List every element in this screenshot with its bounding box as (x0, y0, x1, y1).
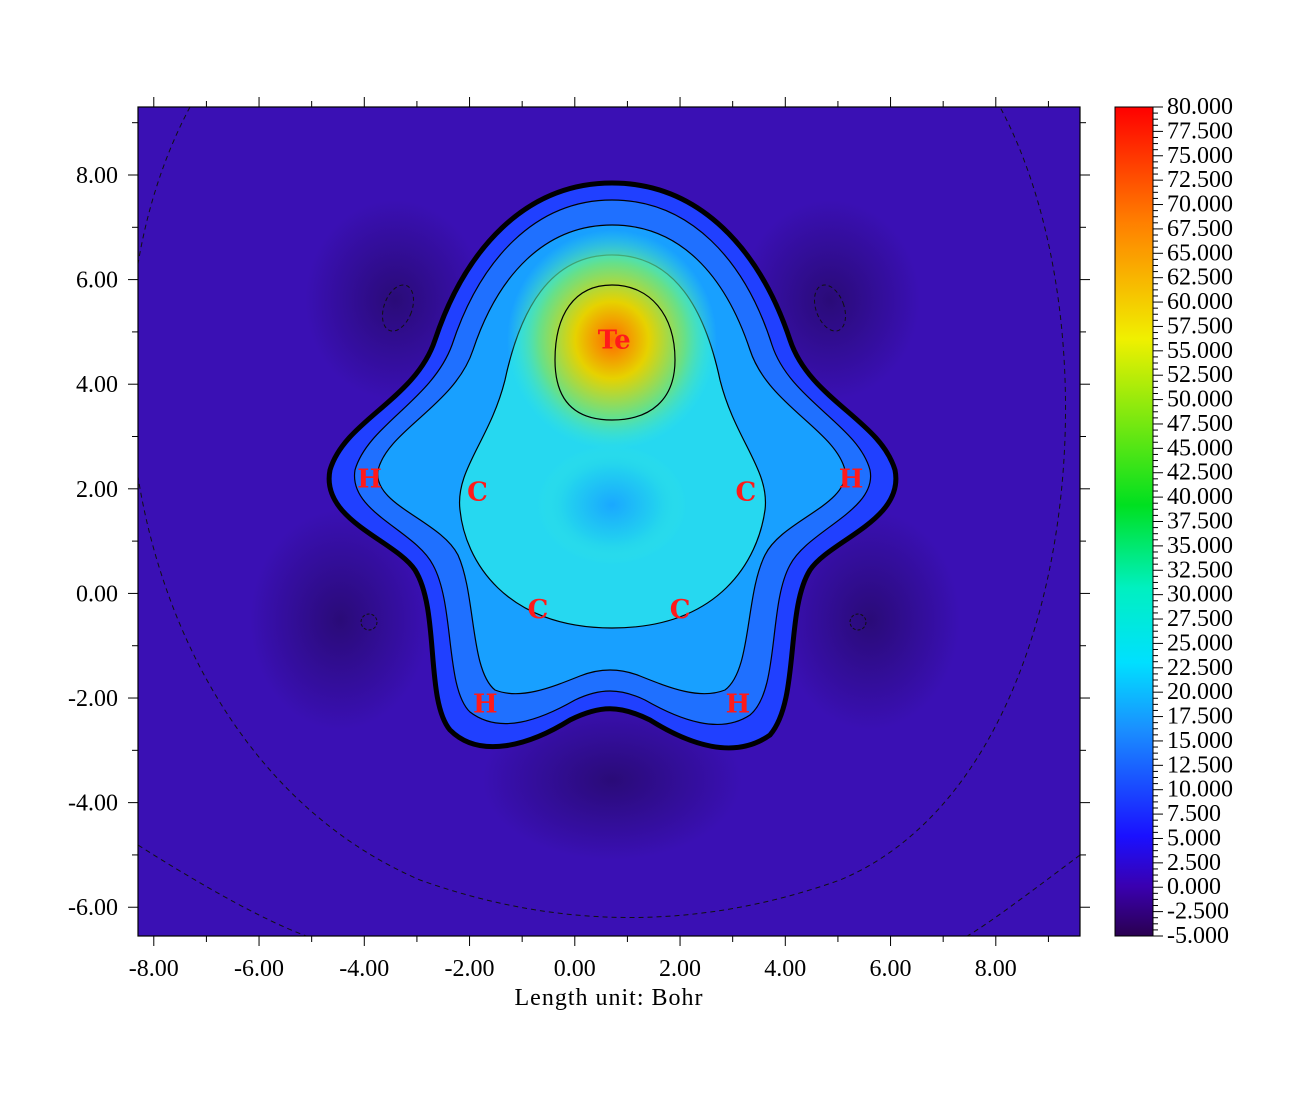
ring-center (537, 445, 687, 565)
contour-line (849, 613, 867, 631)
colorbar-label: 32.500 (1167, 557, 1233, 583)
colorbar-label: 7.500 (1167, 801, 1221, 827)
y-tick-label: 8.00 (76, 163, 118, 189)
colorbar-label: 65.000 (1167, 240, 1233, 266)
colorbar-label: 72.500 (1167, 167, 1233, 193)
colorbar-label: 2.500 (1167, 850, 1221, 876)
colorbar-label: 60.000 (1167, 289, 1233, 315)
colorbar-label: 37.500 (1167, 509, 1233, 535)
colorbar-ticks: 80.00077.50075.00072.50070.00067.50065.0… (1153, 94, 1233, 949)
atom-label-h: H (473, 689, 498, 719)
x-tick-label: -4.00 (339, 956, 389, 982)
dark-region (780, 510, 960, 730)
x-tick-label: -6.00 (234, 956, 284, 982)
colorbar-label: 42.500 (1167, 460, 1233, 486)
atom-label-h: H (839, 464, 864, 494)
dark-region (482, 700, 742, 860)
colorbar-label: -2.500 (1167, 899, 1229, 925)
atom-label-c: C (528, 595, 549, 625)
colorbar-label: 45.000 (1167, 435, 1233, 461)
contour-line (360, 613, 378, 631)
colorbar-label: 75.000 (1167, 143, 1233, 169)
atom-label-te: Te (598, 326, 631, 356)
colorbar-label: 12.500 (1167, 752, 1233, 778)
colorbar-label: 5.000 (1167, 825, 1221, 851)
atom-label-h: H (726, 689, 751, 719)
x-tick-label: -8.00 (129, 956, 179, 982)
colorbar-label: 10.000 (1167, 777, 1233, 803)
colorbar-label: 57.500 (1167, 313, 1233, 339)
atom-label-h: H (357, 464, 382, 494)
contour-line (813, 284, 847, 332)
colorbar-label: 62.500 (1167, 265, 1233, 291)
colorbar-label: 0.000 (1167, 874, 1221, 900)
y-tick-label: -4.00 (68, 791, 118, 817)
colorbar-label: 30.000 (1167, 582, 1233, 608)
heatmap-field (138, 107, 1080, 936)
atom-label-c: C (670, 595, 691, 625)
colorbar-label: -5.000 (1167, 923, 1229, 949)
colorbar-label: 50.000 (1167, 387, 1233, 413)
x-axis-title: Length unit: Bohr (515, 985, 704, 1011)
atom-label-c: C (467, 477, 488, 507)
colorbar-label: 17.500 (1167, 704, 1233, 730)
contour-line (381, 284, 415, 332)
y-tick-label: 6.00 (76, 268, 118, 294)
colorbar-label: 20.000 (1167, 679, 1233, 705)
colorbar-label: 27.500 (1167, 606, 1233, 632)
colorbar-label: 52.500 (1167, 362, 1233, 388)
colorbar-label: 15.000 (1167, 728, 1233, 754)
colorbar-label: 25.000 (1167, 630, 1233, 656)
x-tick-label: 8.00 (975, 956, 1017, 982)
colorbar-label: 35.000 (1167, 533, 1233, 559)
y-tick-label: -6.00 (68, 895, 118, 921)
y-axis: 8.00 6.00 4.00 2.00 0.00 -2.00 -4.00 -6.00 (68, 122, 1090, 921)
atom-labels: Te C C C C H H H H (357, 326, 863, 720)
colorbar-label: 40.000 (1167, 484, 1233, 510)
colorbar-label: 77.500 (1167, 118, 1233, 144)
dark-region (250, 510, 430, 730)
colorbar-label: 55.000 (1167, 338, 1233, 364)
contour-line (138, 107, 1066, 918)
x-tick-label: -2.00 (445, 956, 495, 982)
te-peak (507, 230, 717, 450)
colorbar-label: 47.500 (1167, 411, 1233, 437)
x-tick-label: 4.00 (764, 956, 806, 982)
colorbar-label: 67.500 (1167, 216, 1233, 242)
x-axis: -8.00 -6.00 -4.00 -2.00 0.00 2.00 4.00 6.00 8.00 (129, 97, 1049, 982)
y-tick-label: 4.00 (76, 372, 118, 398)
colorbar (1114, 106, 1154, 937)
x-tick-label: 0.00 (554, 956, 596, 982)
y-tick-label: 0.00 (76, 581, 118, 607)
y-tick-label: 2.00 (76, 477, 118, 503)
plot-frame (137, 106, 1081, 937)
atom-label-c: C (735, 477, 756, 507)
colorbar-label: 80.000 (1167, 94, 1233, 120)
contour-line (554, 284, 676, 421)
colorbar-label: 22.500 (1167, 655, 1233, 681)
x-tick-label: 2.00 (659, 956, 701, 982)
y-tick-label: -2.00 (68, 686, 118, 712)
colorbar-label: 70.000 (1167, 192, 1233, 218)
x-tick-label: 6.00 (870, 956, 912, 982)
